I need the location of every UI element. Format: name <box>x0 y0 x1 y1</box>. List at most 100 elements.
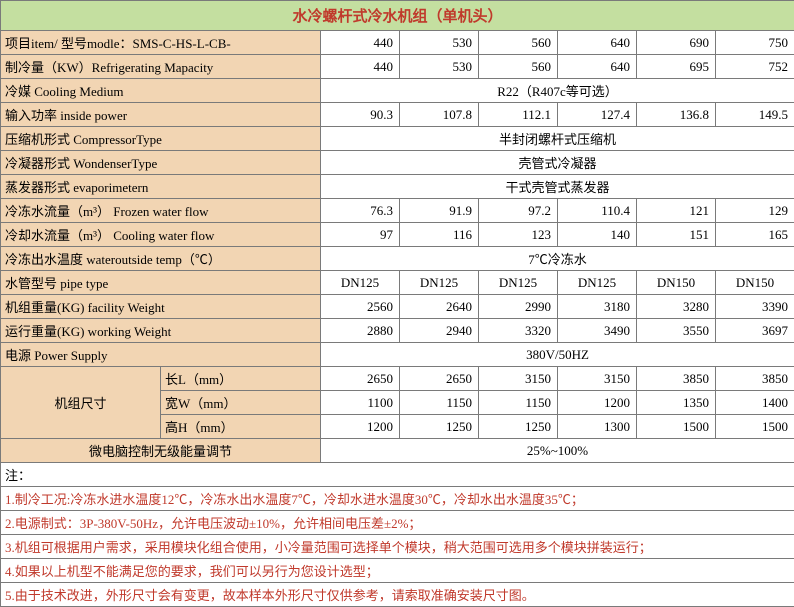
row-model: 项目item/ 型号modle：SMS-C-HS-L-CB- 440 530 5… <box>1 31 794 55</box>
cell: 1500 <box>637 415 716 439</box>
cell: 2880 <box>321 319 400 343</box>
cell: 530 <box>400 31 479 55</box>
row-facility-weight: 机组重量(KG) facility Weight 2560 2640 2990 … <box>1 295 794 319</box>
spec-table: 水冷螺杆式冷水机组（单机头） 项目item/ 型号modle：SMS-C-HS-… <box>0 0 794 607</box>
row-pipe-type: 水管型号 pipe type DN125 DN125 DN125 DN125 D… <box>1 271 794 295</box>
note: 1.制冷工况:冷冻水进水温度12℃，冷冻水出水温度7℃，冷却水进水温度30℃，冷… <box>1 487 794 511</box>
label: 压缩机形式 CompressorType <box>1 127 321 151</box>
cell: 1250 <box>400 415 479 439</box>
cell: 2650 <box>400 367 479 391</box>
cell: 107.8 <box>400 103 479 127</box>
row-cooling-cap: 制冷量（KW）Refrigerating Mapacity 440 530 56… <box>1 55 794 79</box>
cell: 750 <box>716 31 794 55</box>
label: 宽W（mm） <box>161 391 321 415</box>
cell: 3150 <box>558 367 637 391</box>
cell: 3280 <box>637 295 716 319</box>
cell: 25%~100% <box>321 439 794 463</box>
cell: 2560 <box>321 295 400 319</box>
cell: 1350 <box>637 391 716 415</box>
table-title: 水冷螺杆式冷水机组（单机头） <box>1 1 794 31</box>
cell: DN125 <box>558 271 637 295</box>
cell: 1150 <box>479 391 558 415</box>
label: 运行重量(KG) working Weight <box>1 319 321 343</box>
label: 制冷量（KW）Refrigerating Mapacity <box>1 55 321 79</box>
label: 冷冻水流量（m³） Frozen water flow <box>1 199 321 223</box>
row-cooling-flow: 冷却水流量（m³） Cooling water flow 97 116 123 … <box>1 223 794 247</box>
cell: 2640 <box>400 295 479 319</box>
cell: 1400 <box>716 391 794 415</box>
cell: 91.9 <box>400 199 479 223</box>
notes-header: 注： <box>1 463 794 487</box>
cell: 3850 <box>637 367 716 391</box>
label-model: 项目item/ 型号modle：SMS-C-HS-L-CB- <box>1 31 321 55</box>
row-evaporator: 蒸发器形式 evaporimetern 干式壳管式蒸发器 <box>1 175 794 199</box>
cell: 1500 <box>716 415 794 439</box>
cell: 149.5 <box>716 103 794 127</box>
row-frozen-flow: 冷冻水流量（m³） Frozen water flow 76.3 91.9 97… <box>1 199 794 223</box>
cell: 140 <box>558 223 637 247</box>
cell: 3850 <box>716 367 794 391</box>
cell: 半封闭螺杆式压缩机 <box>321 127 794 151</box>
cell: 3550 <box>637 319 716 343</box>
cell: 530 <box>400 55 479 79</box>
cell: 3697 <box>716 319 794 343</box>
label: 输入功率 inside power <box>1 103 321 127</box>
row-power-supply: 电源 Power Supply 380V/50HZ <box>1 343 794 367</box>
cell: 640 <box>558 31 637 55</box>
cell: DN150 <box>716 271 794 295</box>
label: 高H（mm） <box>161 415 321 439</box>
label: 冷却水流量（m³） Cooling water flow <box>1 223 321 247</box>
row-inside-power: 输入功率 inside power 90.3 107.8 112.1 127.4… <box>1 103 794 127</box>
cell: 1200 <box>558 391 637 415</box>
cell: 440 <box>321 55 400 79</box>
label: 微电脑控制无级能量调节 <box>1 439 321 463</box>
cell: 3390 <box>716 295 794 319</box>
row-dim-l: 机组尺寸 长L（mm） 2650 2650 3150 3150 3850 385… <box>1 367 794 391</box>
cell: 640 <box>558 55 637 79</box>
cell: 76.3 <box>321 199 400 223</box>
cell: 165 <box>716 223 794 247</box>
cell: 116 <box>400 223 479 247</box>
cell: 1250 <box>479 415 558 439</box>
row-condenser: 冷凝器形式 WondenserType 壳管式冷凝器 <box>1 151 794 175</box>
cell: 129 <box>716 199 794 223</box>
cell: 110.4 <box>558 199 637 223</box>
cell: 97.2 <box>479 199 558 223</box>
cell: 121 <box>637 199 716 223</box>
cell: 112.1 <box>479 103 558 127</box>
label: 蒸发器形式 evaporimetern <box>1 175 321 199</box>
label: 水管型号 pipe type <box>1 271 321 295</box>
row-cooling-medium: 冷媒 Cooling Medium R22（R407c等可选） <box>1 79 794 103</box>
label: 冷凝器形式 WondenserType <box>1 151 321 175</box>
cell: 97 <box>321 223 400 247</box>
cell: DN125 <box>321 271 400 295</box>
cell: 3490 <box>558 319 637 343</box>
cell: 560 <box>479 31 558 55</box>
cell: 127.4 <box>558 103 637 127</box>
cell: DN150 <box>637 271 716 295</box>
note: 5.由于技术改进，外形尺寸会有变更，故本样本外形尺寸仅供参考，请索取准确安装尺寸… <box>1 583 794 607</box>
label: 机组重量(KG) facility Weight <box>1 295 321 319</box>
cell: 2990 <box>479 295 558 319</box>
cell: 151 <box>637 223 716 247</box>
cell: 136.8 <box>637 103 716 127</box>
cell: 壳管式冷凝器 <box>321 151 794 175</box>
cell: R22（R407c等可选） <box>321 79 794 103</box>
cell: 695 <box>637 55 716 79</box>
cell: 380V/50HZ <box>321 343 794 367</box>
cell: 560 <box>479 55 558 79</box>
cell: 7℃冷冻水 <box>321 247 794 271</box>
label: 电源 Power Supply <box>1 343 321 367</box>
row-compressor: 压缩机形式 CompressorType 半封闭螺杆式压缩机 <box>1 127 794 151</box>
cell: 90.3 <box>321 103 400 127</box>
label: 长L（mm） <box>161 367 321 391</box>
label-unit-dim: 机组尺寸 <box>1 367 161 439</box>
cell: 752 <box>716 55 794 79</box>
cell: 440 <box>321 31 400 55</box>
note: 4.如果以上机型不能满足您的要求，我们可以另行为您设计选型； <box>1 559 794 583</box>
cell: 2650 <box>321 367 400 391</box>
cell: 1200 <box>321 415 400 439</box>
cell: DN125 <box>400 271 479 295</box>
cell: 2940 <box>400 319 479 343</box>
cell: 1100 <box>321 391 400 415</box>
